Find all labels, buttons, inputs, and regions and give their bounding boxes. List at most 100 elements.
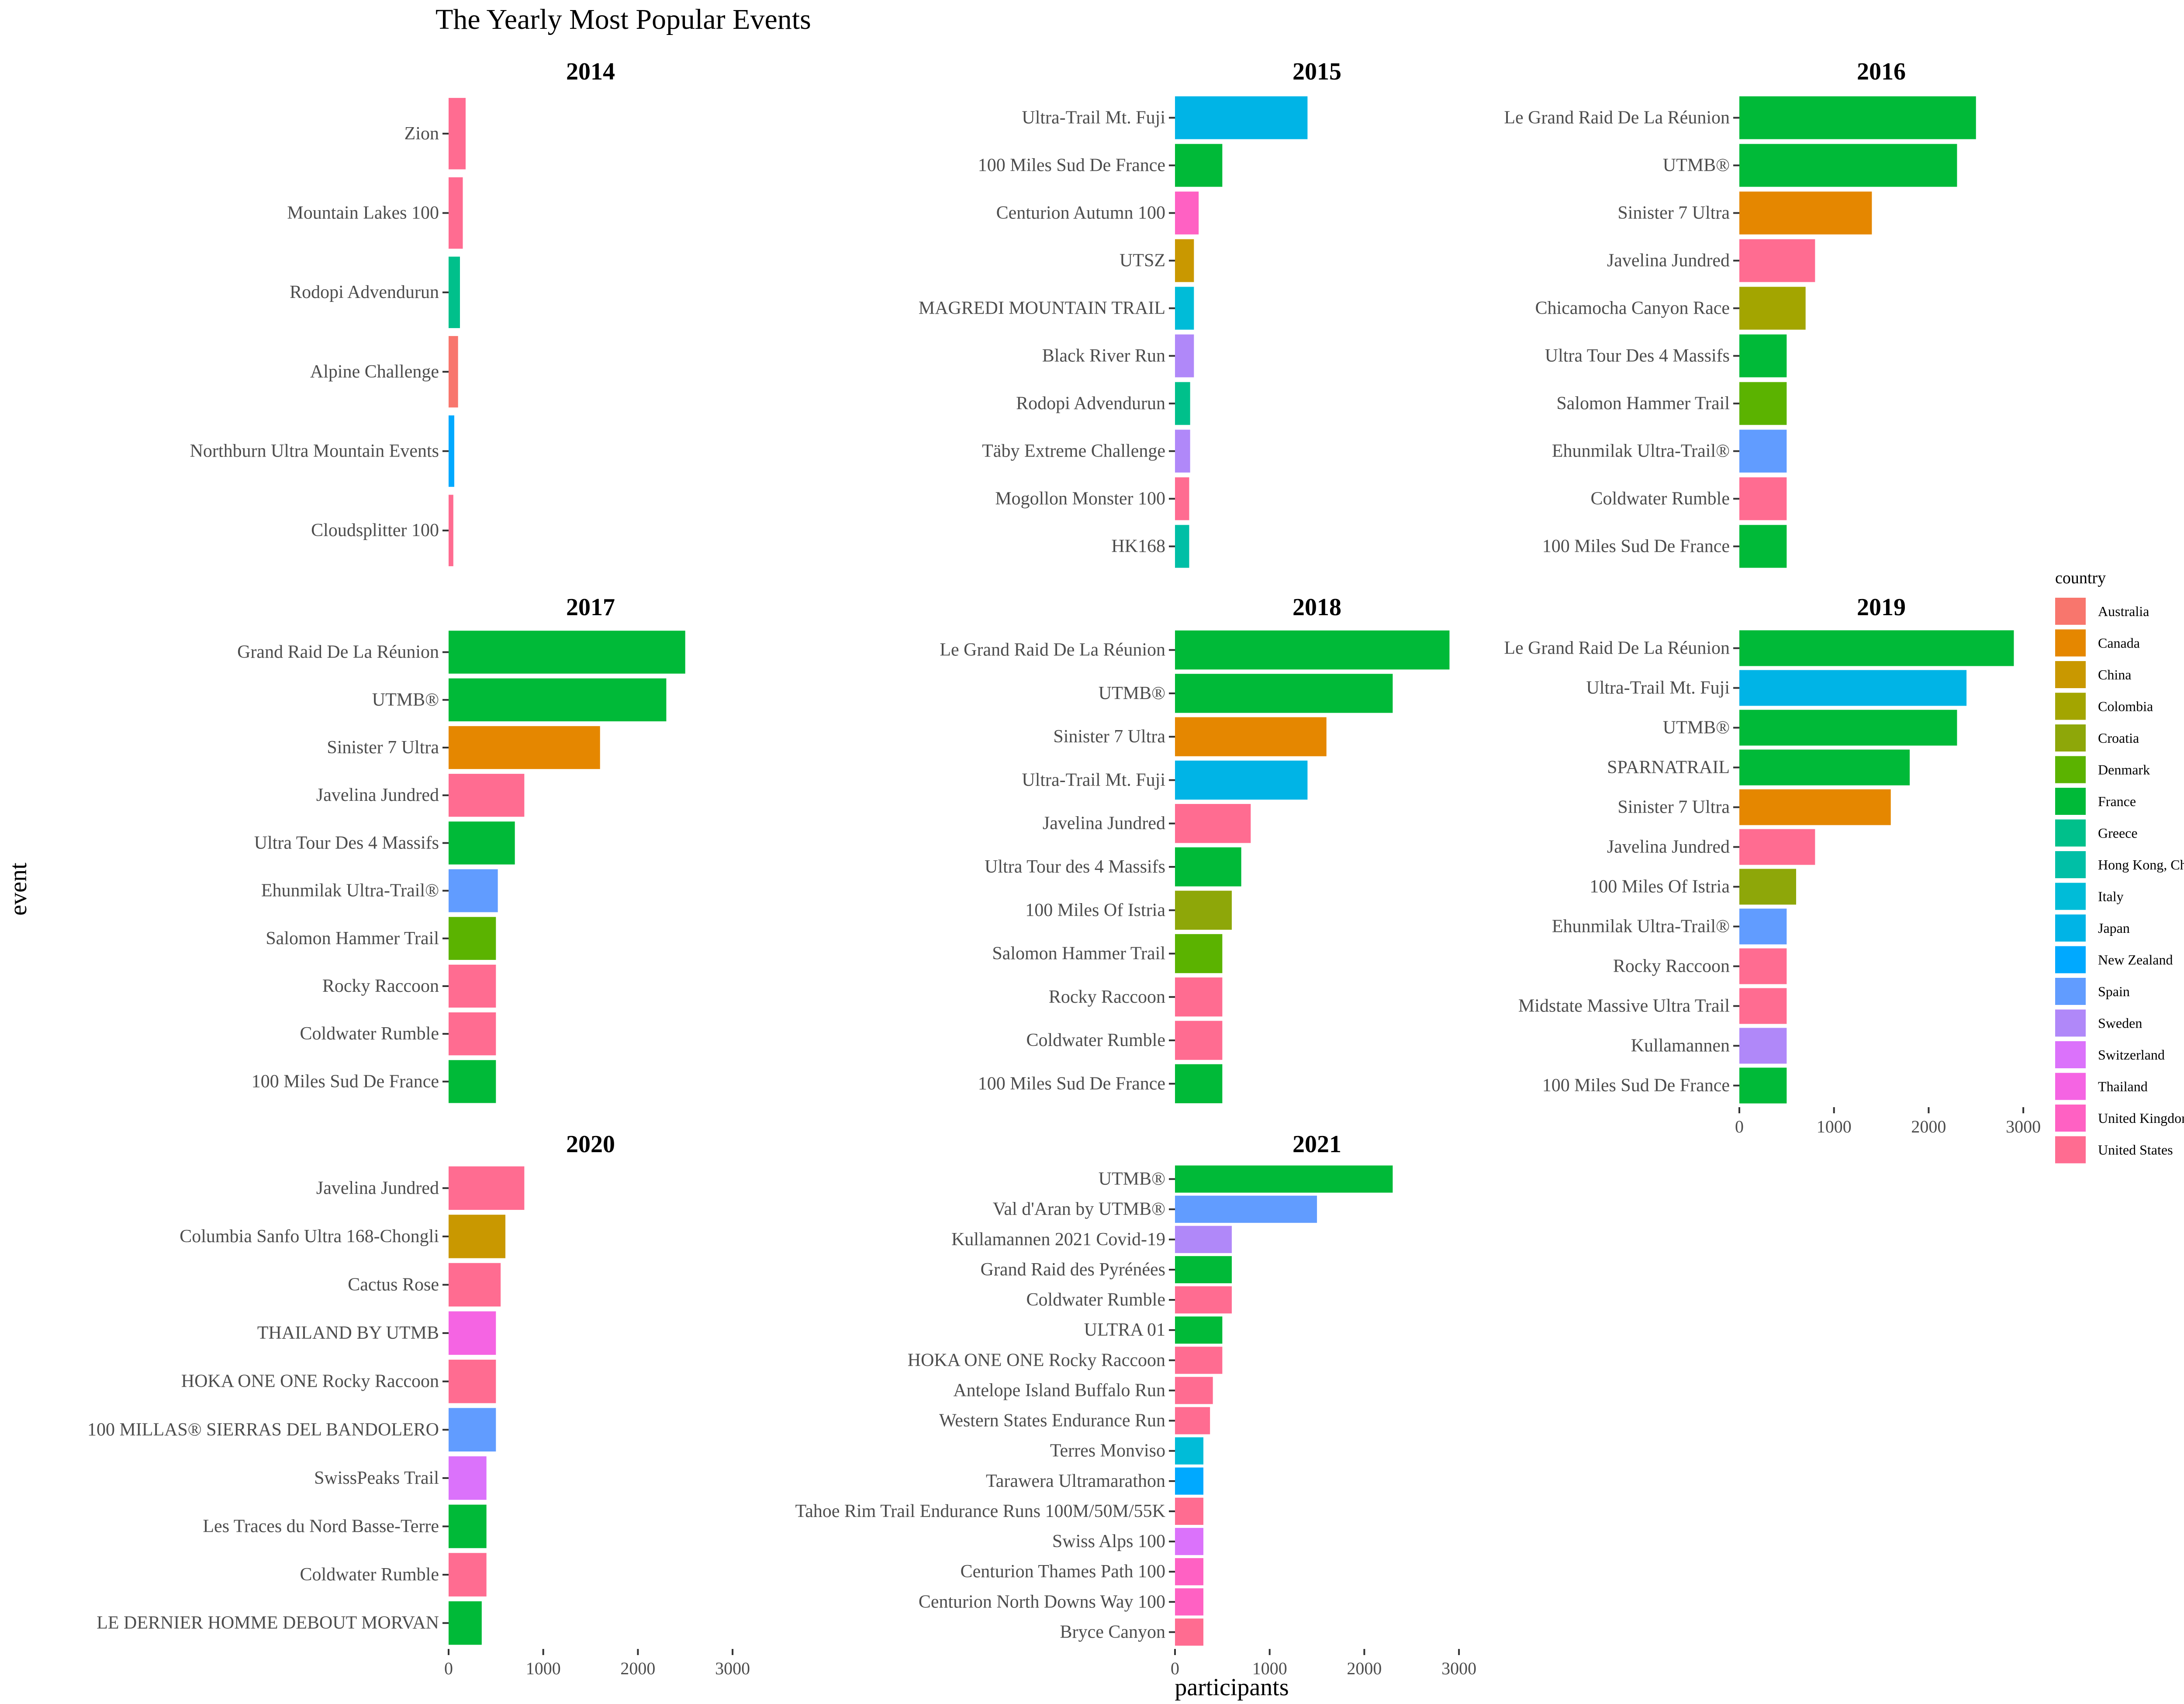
bar bbox=[1175, 1165, 1393, 1193]
legend-entry: Sweden bbox=[2055, 1009, 2142, 1037]
bar bbox=[1175, 382, 1190, 425]
panel-title: 2021 bbox=[1292, 1131, 1341, 1158]
y-tick-label: 100 Miles Sud De France bbox=[978, 1074, 1165, 1094]
x-tick-label: 1000 bbox=[1252, 1659, 1287, 1678]
y-axis-title: event bbox=[5, 862, 32, 916]
y-tick-label: ULTRA 01 bbox=[1084, 1320, 1165, 1340]
y-tick-label: Le Grand Raid De La Réunion bbox=[940, 640, 1165, 660]
x-axis-title: participants bbox=[1175, 1674, 1289, 1701]
bar bbox=[1739, 749, 1910, 786]
bar bbox=[1175, 717, 1327, 756]
legend-entry: Japan bbox=[2055, 914, 2130, 942]
bar bbox=[449, 917, 496, 960]
y-tick-label: 100 Miles Sud De France bbox=[978, 156, 1165, 176]
bar bbox=[1175, 334, 1194, 378]
y-tick-label: 100 Miles Sud De France bbox=[1542, 537, 1730, 557]
bar bbox=[1175, 1286, 1232, 1314]
y-tick-label: Centurion Thames Path 100 bbox=[961, 1562, 1165, 1582]
bar bbox=[449, 98, 466, 170]
y-tick-label: Le Grand Raid De La Réunion bbox=[1504, 108, 1730, 128]
y-tick-label: Tarawera Ultramarathon bbox=[986, 1471, 1165, 1491]
y-tick-label: 100 Miles Of Istria bbox=[1590, 877, 1730, 897]
y-tick-label: Le Grand Raid De La Réunion bbox=[1504, 638, 1730, 658]
bar bbox=[1739, 334, 1787, 378]
bar bbox=[1175, 1195, 1317, 1223]
bar bbox=[1739, 287, 1806, 330]
y-tick-label: Ehunmilak Ultra-Trail® bbox=[261, 881, 439, 901]
legend-key bbox=[2055, 1041, 2086, 1068]
y-tick-label: Coldwater Rumble bbox=[1026, 1030, 1165, 1050]
y-tick-label: Salomon Hammer Trail bbox=[992, 944, 1165, 964]
y-tick-label: Ultra-Trail Mt. Fuji bbox=[1022, 770, 1165, 790]
y-tick-label: Swiss Alps 100 bbox=[1052, 1531, 1165, 1552]
legend-label: Switzerland bbox=[2098, 1047, 2165, 1063]
y-tick-label: UTMB® bbox=[1099, 683, 1165, 703]
y-tick-label: Columbia Sanfo Ultra 168-Chongli bbox=[180, 1226, 439, 1247]
x-tick-label: 2000 bbox=[1911, 1117, 1946, 1136]
panel-title: 2018 bbox=[1292, 594, 1341, 621]
bar bbox=[1175, 191, 1199, 235]
panel-2016: 2016 Le Grand Raid De La Réunion UTMB® Sini… bbox=[1504, 58, 1976, 568]
legend-key bbox=[2055, 693, 2086, 720]
bar bbox=[1175, 1407, 1210, 1434]
bar bbox=[1175, 1497, 1204, 1525]
y-tick-label: Ultra Tour Des 4 Massifs bbox=[254, 833, 439, 853]
legend-label: Greece bbox=[2098, 825, 2138, 841]
y-tick-label: Cloudsplitter 100 bbox=[311, 520, 439, 540]
legend-entry: Canada bbox=[2055, 629, 2140, 657]
legend-key bbox=[2055, 661, 2086, 688]
bar bbox=[1175, 1226, 1232, 1253]
legend-entry: Switzerland bbox=[2055, 1041, 2165, 1068]
bar bbox=[449, 774, 525, 817]
y-tick-label: Kullamannen bbox=[1631, 1036, 1730, 1056]
bar bbox=[1175, 1558, 1204, 1586]
panel-title: 2019 bbox=[1857, 594, 1906, 621]
legend-key bbox=[2055, 756, 2086, 783]
y-tick-label: MAGREDI MOUNTAIN TRAIL bbox=[919, 298, 1165, 319]
panel-title: 2016 bbox=[1857, 58, 1906, 85]
x-tick-label: 2000 bbox=[1347, 1659, 1382, 1678]
y-tick-label: 100 MILLAS® SIERRAS DEL BANDOLERO bbox=[87, 1420, 439, 1440]
legend-key bbox=[2055, 1073, 2086, 1100]
y-tick-label: Grand Raid des Pyrénées bbox=[981, 1260, 1165, 1280]
legend-entry: Greece bbox=[2055, 819, 2138, 847]
legend-label: Denmark bbox=[2098, 762, 2150, 778]
legend-label: Colombia bbox=[2098, 699, 2153, 714]
bar bbox=[1739, 869, 1797, 905]
x-tick-label: 0 bbox=[444, 1659, 453, 1678]
legend-key bbox=[2055, 629, 2086, 657]
y-tick-label: Zion bbox=[404, 124, 439, 144]
bar bbox=[449, 1456, 487, 1500]
legend-key bbox=[2055, 1009, 2086, 1037]
legend-label: Hong Kong, China bbox=[2098, 857, 2184, 873]
legend-label: Thailand bbox=[2098, 1079, 2148, 1094]
panel-2019: 2019 Le Grand Raid De La Réunion Ultra-Tra… bbox=[1504, 594, 2041, 1136]
y-tick-label: Salomon Hammer Trail bbox=[266, 928, 439, 949]
y-tick-label: Black River Run bbox=[1042, 346, 1165, 366]
bar bbox=[1175, 239, 1194, 282]
legend-entry: France bbox=[2055, 788, 2136, 815]
y-tick-label: Salomon Hammer Trail bbox=[1556, 394, 1730, 414]
legend-key bbox=[2055, 883, 2086, 910]
bar bbox=[1739, 908, 1787, 945]
panel-title: 2017 bbox=[566, 594, 615, 621]
legend-key bbox=[2055, 914, 2086, 942]
bar bbox=[449, 1601, 482, 1645]
chart-title: The Yearly Most Popular Events bbox=[435, 3, 811, 35]
legend-title: country bbox=[2055, 569, 2106, 587]
bar bbox=[1175, 1618, 1204, 1646]
y-tick-label: Sinister 7 Ultra bbox=[1053, 727, 1165, 747]
legend-entry: Hong Kong, China bbox=[2055, 851, 2184, 878]
bar bbox=[449, 1311, 496, 1355]
bar bbox=[1175, 1527, 1204, 1555]
y-tick-label: Javelina Jundred bbox=[316, 785, 439, 805]
legend-entry: United Kingdom bbox=[2055, 1105, 2184, 1132]
bar bbox=[1739, 239, 1815, 282]
bar bbox=[449, 1215, 506, 1258]
y-tick-label: Javelina Jundred bbox=[1607, 251, 1730, 271]
y-tick-label: Ultra-Trail Mt. Fuji bbox=[1022, 108, 1165, 128]
bar bbox=[1175, 1021, 1223, 1060]
panel-title: 2015 bbox=[1292, 58, 1341, 85]
